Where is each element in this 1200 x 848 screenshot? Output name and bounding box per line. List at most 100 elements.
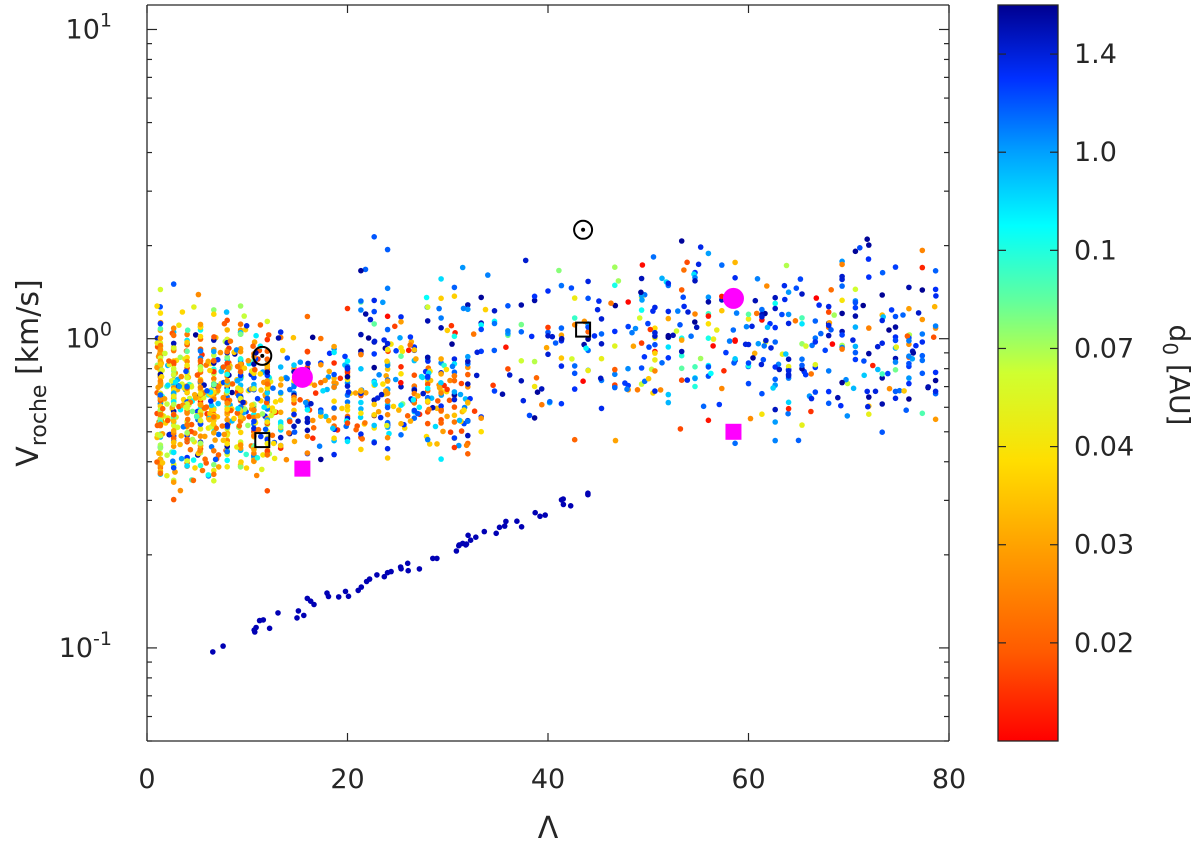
scatter-point (772, 376, 778, 383)
scatter-point (754, 276, 761, 282)
data-points (154, 234, 939, 655)
scatter-point (407, 342, 414, 348)
scatter-point (358, 410, 364, 417)
y-tick-base: 10 (66, 324, 100, 355)
scatter-point (659, 275, 665, 282)
scatter-point (888, 307, 895, 313)
scatter-point (251, 407, 257, 413)
scatter-point (751, 350, 758, 357)
scatter-point (220, 437, 227, 444)
colorbar-label-unit: [AU] (1163, 355, 1196, 425)
scatter-point (286, 430, 292, 436)
scatter-point (415, 393, 421, 399)
scatter-point (326, 368, 333, 375)
scatter-point (710, 343, 716, 349)
scatter-point (426, 441, 433, 447)
scatter-point (634, 387, 641, 393)
scatter-point (269, 432, 276, 439)
scatter-point (322, 377, 328, 384)
scatter-point (270, 440, 277, 447)
scatter-point (297, 359, 304, 366)
scatter-point (184, 339, 190, 346)
scatter-point (264, 356, 271, 363)
scatter-point (808, 408, 814, 415)
scatter-point (166, 358, 172, 364)
scatter-point (892, 337, 899, 344)
scatter-point (892, 324, 899, 330)
scatter-point (355, 587, 362, 594)
scatter-point (436, 384, 443, 391)
scatter-point (542, 512, 548, 518)
scatter-point (221, 320, 228, 327)
scatter-point (326, 350, 333, 357)
scatter-point (371, 412, 378, 418)
scatter-point (358, 298, 364, 304)
scatter-point (235, 385, 241, 391)
x-axis-ticks (146, 5, 950, 741)
scatter-point (478, 428, 485, 435)
scatter-point (362, 420, 368, 426)
y-tick-base: 10 (59, 633, 93, 664)
scatter-point (825, 368, 832, 374)
scatter-point (485, 272, 491, 278)
scatter-point (886, 385, 893, 392)
scatter-point (585, 295, 591, 302)
scatter-point (197, 433, 204, 440)
scatter-point (625, 299, 631, 305)
scatter-point (253, 332, 259, 339)
scatter-point (879, 340, 885, 347)
scatter-point (253, 472, 260, 479)
scatter-point (812, 339, 819, 345)
scatter-point (673, 328, 680, 334)
scatter-point (430, 555, 436, 562)
scatter-point (522, 257, 529, 264)
scatter-point (465, 418, 471, 425)
scatter-point (381, 337, 387, 343)
scatter-point (277, 409, 284, 416)
scatter-point (307, 598, 314, 604)
y-tick-exponent: 0 (100, 319, 112, 341)
scatter-point (705, 335, 712, 342)
scatter-point (831, 312, 837, 318)
scatter-point (202, 433, 208, 440)
scatter-point (156, 450, 162, 456)
scatter-point (638, 365, 645, 371)
scatter-point (932, 286, 939, 293)
scatter-point (438, 420, 444, 426)
scatter-point (224, 422, 230, 428)
scatter-point (792, 318, 799, 324)
scatter-point (211, 334, 217, 340)
scatter-point (760, 356, 767, 363)
scatter-point (545, 333, 551, 339)
scatter-point (750, 355, 756, 361)
scatter-point (291, 423, 297, 430)
x-axis: Λ 0 20 40 60 80 (138, 764, 966, 846)
scatter-point (384, 285, 391, 292)
scatter-point (496, 524, 503, 531)
scatter-point (243, 323, 250, 329)
scatter-point (371, 439, 378, 446)
scatter-point (157, 382, 164, 389)
scatter-point (438, 295, 444, 302)
scatter-point (625, 323, 631, 330)
colorbar-tick-label: 0.07 (1074, 333, 1134, 364)
scatter-point (367, 316, 374, 323)
scatter-point (235, 405, 241, 412)
scatter-point (596, 298, 602, 304)
scatter-point (772, 437, 778, 444)
scatter-point (190, 457, 197, 463)
scatter-point (866, 411, 872, 418)
scatter-point (459, 264, 466, 271)
scatter-point (436, 305, 442, 312)
scatter-point (411, 347, 418, 353)
scatter-point (719, 385, 725, 392)
scatter-point (772, 324, 778, 331)
scatter-point (700, 403, 707, 410)
scatter-point (380, 381, 386, 387)
scatter-point (879, 269, 886, 276)
scatter-point (184, 405, 190, 412)
scatter-point (783, 262, 790, 269)
scatter-point (641, 354, 648, 360)
scatter-point (309, 334, 316, 341)
scatter-point (825, 388, 832, 395)
